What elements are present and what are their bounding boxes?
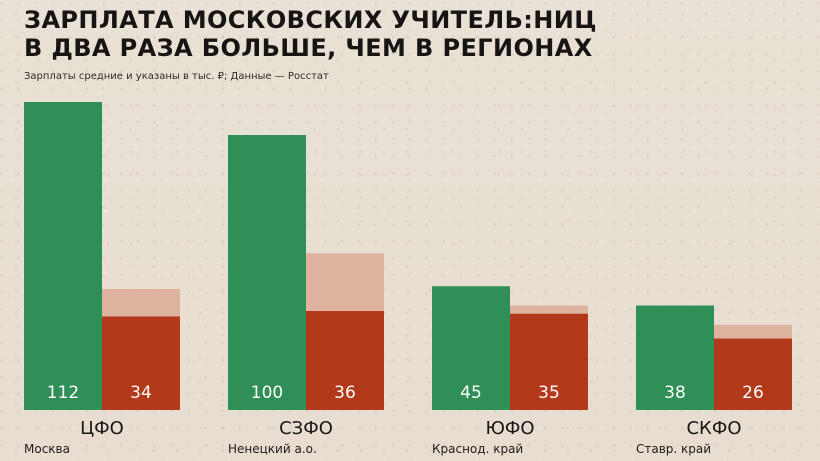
- bar-green-1: [24, 102, 102, 410]
- value-label-green-4: 38: [664, 383, 686, 403]
- chart-title-line-2: В ДВА РАЗА БОЛЬШЕ, ЧЕМ В РЕГИОНАХ: [24, 34, 593, 62]
- bar-red-1: [102, 316, 180, 410]
- value-label-green-3: 45: [460, 383, 482, 403]
- bar-red-2: [306, 311, 384, 410]
- category-label-3: ЮФО: [485, 418, 534, 439]
- value-label-red-2: 36: [334, 383, 356, 403]
- bar-red-3: [510, 313, 588, 410]
- region-label-4: Ставр. край: [636, 442, 711, 456]
- bar-green-2: [228, 135, 306, 410]
- category-label-2: СЗФО: [279, 418, 333, 439]
- region-label-2: Ненецкий а.о.: [228, 442, 317, 456]
- region-label-1: Москва: [24, 442, 70, 456]
- chart-header: ЗАРПЛАТА МОСКОВСКИХ УЧИТЕЛЬ:НИЦ В ДВА РА…: [24, 6, 794, 83]
- chart-subtitle: Зарплаты средние и указаны в тыс. ₽; Дан…: [24, 71, 329, 82]
- value-label-green-1: 112: [47, 383, 79, 403]
- bar-green-3: [432, 286, 510, 410]
- value-label-green-2: 100: [251, 383, 283, 403]
- value-label-red-4: 26: [742, 383, 764, 403]
- bar-red-4: [714, 338, 792, 410]
- region-label-3: Краснод. край: [432, 442, 523, 456]
- category-label-1: ЦФО: [80, 418, 124, 439]
- bars-layer: [24, 102, 792, 410]
- chart-title-line-1: ЗАРПЛАТА МОСКОВСКИХ УЧИТЕЛЬ:НИЦ: [24, 6, 597, 34]
- value-label-red-1: 34: [130, 383, 152, 403]
- bar-green-4: [636, 305, 714, 410]
- category-label-4: СКФО: [686, 418, 741, 439]
- value-label-red-3: 35: [538, 383, 560, 403]
